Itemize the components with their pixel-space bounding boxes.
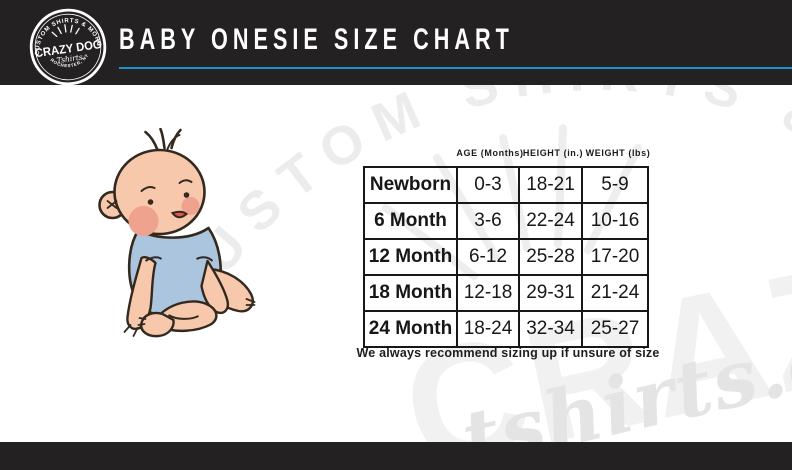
age-value-cell: 6-12 bbox=[456, 238, 520, 276]
height-value-cell: 22-24 bbox=[518, 202, 583, 240]
table-row: 18 Month 12-18 29-31 21-24 bbox=[363, 274, 649, 312]
crazy-dog-logo: CUSTOM SHIRTS & MORE CRAZY DOG Tshirts R… bbox=[29, 8, 107, 86]
size-table: Newborn 0-3 18-21 5-9 6 Month 3-6 22-24 10-16 12… bbox=[363, 166, 649, 348]
size-label-cell: 6 Month bbox=[363, 202, 458, 240]
age-value-cell: 12-18 bbox=[456, 274, 520, 312]
baby-illustration-icon bbox=[98, 128, 256, 338]
logo-sub-text: Tshirts bbox=[56, 52, 83, 65]
footer-bar bbox=[0, 442, 792, 470]
weight-value-cell: 17-20 bbox=[581, 238, 649, 276]
title-underline bbox=[119, 67, 792, 69]
weight-value-cell: 10-16 bbox=[581, 202, 649, 240]
height-value-cell: 29-31 bbox=[518, 274, 583, 312]
column-header-height: HEIGHT (in.) bbox=[522, 148, 584, 158]
height-value-cell: 32-34 bbox=[518, 310, 583, 348]
size-label-cell: 18 Month bbox=[363, 274, 458, 312]
column-header-weight: WEIGHT (lbs) bbox=[585, 148, 651, 158]
table-row: 12 Month 6-12 25-28 17-20 bbox=[363, 238, 649, 276]
age-value-cell: 3-6 bbox=[456, 202, 520, 240]
size-table-body: Newborn 0-3 18-21 5-9 6 Month 3-6 22-24 10-16 12… bbox=[363, 166, 649, 348]
height-value-cell: 25-28 bbox=[518, 238, 583, 276]
table-row: 24 Month 18-24 32-34 25-27 bbox=[363, 310, 649, 348]
table-row: Newborn 0-3 18-21 5-9 bbox=[363, 166, 649, 204]
age-value-cell: 0-3 bbox=[456, 166, 520, 204]
weight-value-cell: 5-9 bbox=[581, 166, 649, 204]
height-value-cell: 18-21 bbox=[518, 166, 583, 204]
logo-rays-icon bbox=[51, 24, 80, 38]
table-row: 6 Month 3-6 22-24 10-16 bbox=[363, 202, 649, 240]
column-header-age: AGE (Months) bbox=[456, 148, 524, 158]
size-label-cell: 24 Month bbox=[363, 310, 458, 348]
sizing-note: We always recommend sizing up if unsure … bbox=[356, 346, 660, 360]
page-title: BABY ONESIE SIZE CHART bbox=[119, 23, 514, 56]
weight-value-cell: 25-27 bbox=[581, 310, 649, 348]
age-value-cell: 18-24 bbox=[456, 310, 520, 348]
weight-value-cell: 21-24 bbox=[581, 274, 649, 312]
size-label-cell: Newborn bbox=[363, 166, 458, 204]
size-label-cell: 12 Month bbox=[363, 238, 458, 276]
header-bar: CUSTOM SHIRTS & MORE CRAZY DOG Tshirts R… bbox=[0, 0, 792, 86]
